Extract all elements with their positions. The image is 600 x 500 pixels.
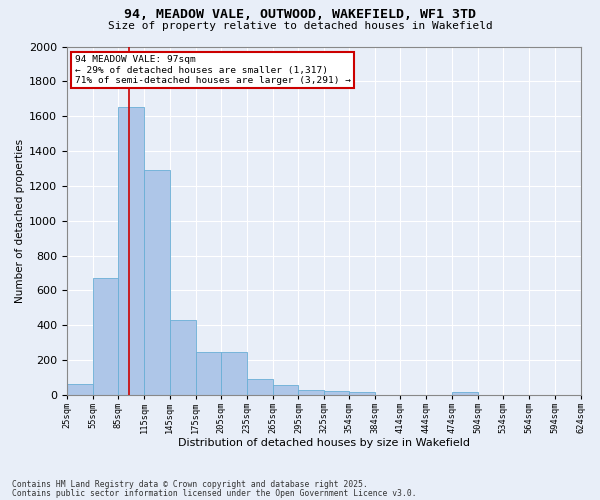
Y-axis label: Number of detached properties: Number of detached properties xyxy=(15,138,25,303)
Bar xyxy=(298,390,324,395)
Text: 94 MEADOW VALE: 97sqm
← 29% of detached houses are smaller (1,317)
71% of semi-d: 94 MEADOW VALE: 97sqm ← 29% of detached … xyxy=(75,55,351,85)
X-axis label: Distribution of detached houses by size in Wakefield: Distribution of detached houses by size … xyxy=(178,438,470,448)
Text: 94, MEADOW VALE, OUTWOOD, WAKEFIELD, WF1 3TD: 94, MEADOW VALE, OUTWOOD, WAKEFIELD, WF1… xyxy=(124,8,476,20)
Bar xyxy=(273,386,298,395)
Text: Size of property relative to detached houses in Wakefield: Size of property relative to detached ho… xyxy=(107,21,493,31)
Bar xyxy=(144,170,170,395)
Bar xyxy=(67,384,93,395)
Bar xyxy=(324,392,349,395)
Bar xyxy=(170,320,196,395)
Text: Contains HM Land Registry data © Crown copyright and database right 2025.: Contains HM Land Registry data © Crown c… xyxy=(12,480,368,489)
Bar xyxy=(221,352,247,395)
Bar xyxy=(349,392,375,395)
Text: Contains public sector information licensed under the Open Government Licence v3: Contains public sector information licen… xyxy=(12,488,416,498)
Bar xyxy=(452,392,478,395)
Bar xyxy=(196,352,221,395)
Bar xyxy=(118,108,144,395)
Bar xyxy=(247,379,273,395)
Bar xyxy=(93,278,118,395)
